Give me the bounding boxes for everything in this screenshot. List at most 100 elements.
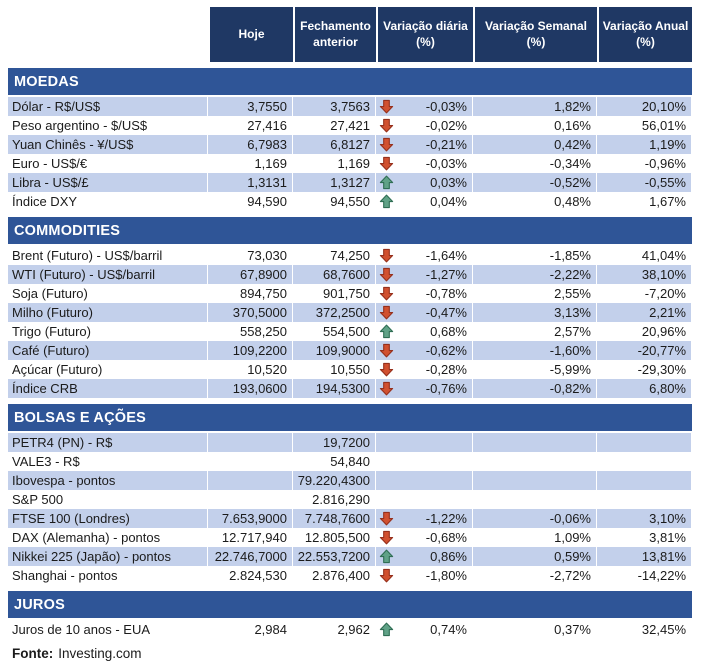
table-row: FTSE 100 (Londres) 7.653,9000 7.748,7600 -1… [8,509,692,528]
cell-fechamento-anterior: 19,7200 [293,433,376,452]
section-header-juros: JUROS [8,591,692,618]
cell-fechamento-anterior: 22.553,7200 [293,547,376,566]
cell-variacao-anual: 1,19% [597,135,692,154]
cell-hoje: 1,169 [208,154,293,173]
table-row: Brent (Futuro) - US$/barril 73,030 74,250 -… [8,246,692,265]
cell-variacao-semanal: 0,42% [473,135,597,154]
row-label: Brent (Futuro) - US$/barril [8,246,208,265]
row-label: Açúcar (Futuro) [8,360,208,379]
table-row: PETR4 (PN) - R$ 19,7200 [8,433,692,452]
variacao-diaria-value: -0,28% [425,362,467,377]
cell-variacao-diaria: -0,47% [376,303,473,322]
table-body: MOEDAS Dólar - R$/US$ 3,7550 3,7563 -0,03% 1,… [8,68,692,639]
cell-variacao-diaria: -1,22% [376,509,473,528]
cell-variacao-anual: 3,81% [597,528,692,547]
table-row: Peso argentino - $/US$ 27,416 27,421 -0,02%… [8,116,692,135]
row-label: Ibovespa - pontos [8,471,208,490]
cell-variacao-diaria: -0,68% [376,528,473,547]
cell-variacao-semanal: 0,37% [473,620,597,639]
table-row: Café (Futuro) 109,2200 109,9000 -0,62% -1,60… [8,341,692,360]
column-header-variacao-anual: Variação Anual (%) [597,7,692,62]
variacao-diaria-value: 0,74% [430,622,467,637]
arrow-down-icon [379,156,394,171]
row-label: Milho (Futuro) [8,303,208,322]
cell-variacao-diaria: -0,21% [376,135,473,154]
cell-fechamento-anterior: 901,750 [293,284,376,303]
arrow-up-icon [379,175,394,190]
cell-fechamento-anterior: 54,840 [293,452,376,471]
cell-variacao-semanal [473,433,597,452]
arrow-down-icon [379,511,394,526]
cell-variacao-anual: 56,01% [597,116,692,135]
variacao-diaria-value: 0,03% [430,175,467,190]
cell-variacao-anual: 20,96% [597,322,692,341]
arrow-down-icon [379,267,394,282]
variacao-diaria-value: -0,47% [425,305,467,320]
cell-hoje: 94,590 [208,192,293,211]
arrow-down-icon [379,248,394,263]
row-label: Índice CRB [8,379,208,398]
cell-variacao-semanal: 0,48% [473,192,597,211]
source-value: Investing.com [58,645,142,661]
cell-variacao-diaria [376,433,473,452]
cell-variacao-anual: 38,10% [597,265,692,284]
table-row: Dólar - R$/US$ 3,7550 3,7563 -0,03% 1,82% 20,… [8,97,692,116]
variacao-diaria-value: -0,03% [425,99,467,114]
arrow-up-icon [379,324,394,339]
cell-fechamento-anterior: 2.876,400 [293,566,376,585]
cell-variacao-semanal: -1,85% [473,246,597,265]
cell-variacao-diaria [376,490,473,509]
row-label: PETR4 (PN) - R$ [8,433,208,452]
cell-fechamento-anterior: 3,7563 [293,97,376,116]
arrow-down-icon [379,343,394,358]
row-label: Dólar - R$/US$ [8,97,208,116]
cell-variacao-semanal [473,471,597,490]
cell-fechamento-anterior: 1,3127 [293,173,376,192]
cell-variacao-semanal: -5,99% [473,360,597,379]
arrow-up-icon [379,549,394,564]
cell-fechamento-anterior: 2.816,290 [293,490,376,509]
cell-fechamento-anterior: 1,169 [293,154,376,173]
column-header-fechamento-anterior: Fechamento anterior [293,7,376,62]
cell-variacao-semanal: 0,16% [473,116,597,135]
cell-fechamento-anterior: 10,550 [293,360,376,379]
cell-hoje: 22.746,7000 [208,547,293,566]
variacao-diaria-value: 0,04% [430,194,467,209]
cell-fechamento-anterior: 94,550 [293,192,376,211]
cell-variacao-anual [597,471,692,490]
cell-hoje: 109,2200 [208,341,293,360]
cell-variacao-anual [597,490,692,509]
cell-variacao-semanal: -2,72% [473,566,597,585]
table-row: Índice DXY 94,590 94,550 0,04% 0,48% 1,67% [8,192,692,211]
cell-hoje: 7.653,9000 [208,509,293,528]
table-row: Açúcar (Futuro) 10,520 10,550 -0,28% -5,99% -… [8,360,692,379]
cell-fechamento-anterior: 7.748,7600 [293,509,376,528]
cell-fechamento-anterior: 2,962 [293,620,376,639]
cell-fechamento-anterior: 6,8127 [293,135,376,154]
cell-hoje: 3,7550 [208,97,293,116]
column-header-hoje: Hoje [208,7,293,62]
cell-hoje: 73,030 [208,246,293,265]
cell-variacao-diaria: 0,74% [376,620,473,639]
cell-fechamento-anterior: 68,7600 [293,265,376,284]
variacao-diaria-value: -1,80% [425,568,467,583]
cell-variacao-semanal: -0,52% [473,173,597,192]
row-label: Libra - US$/£ [8,173,208,192]
row-label: Euro - US$/€ [8,154,208,173]
arrow-up-icon [379,622,394,637]
cell-fechamento-anterior: 194,5300 [293,379,376,398]
header-corner-spacer [8,7,208,62]
cell-hoje: 6,7983 [208,135,293,154]
table-row: Juros de 10 anos - EUA 2,984 2,962 0,74% 0,3… [8,620,692,639]
arrow-down-icon [379,568,394,583]
cell-hoje: 1,3131 [208,173,293,192]
cell-variacao-diaria: -0,78% [376,284,473,303]
cell-variacao-anual: -0,55% [597,173,692,192]
table-row: DAX (Alemanha) - pontos 12.717,940 12.805,… [8,528,692,547]
cell-variacao-anual: -7,20% [597,284,692,303]
cell-variacao-anual: 20,10% [597,97,692,116]
cell-variacao-anual: 3,10% [597,509,692,528]
row-label: Yuan Chinês - ¥/US$ [8,135,208,154]
row-label: Peso argentino - $/US$ [8,116,208,135]
cell-variacao-anual: 13,81% [597,547,692,566]
